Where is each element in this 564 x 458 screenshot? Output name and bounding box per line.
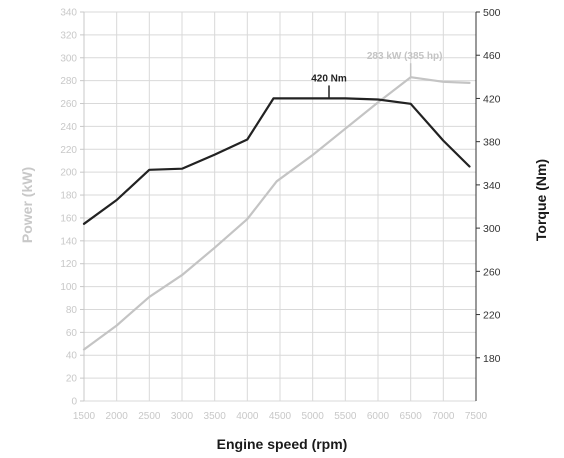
- power-tick-label: 60: [66, 328, 78, 339]
- power-tick-label: 40: [66, 351, 78, 362]
- rpm-tick-label: 5500: [334, 411, 357, 422]
- torque-tick-label: 180: [483, 353, 501, 365]
- rpm-tick-label: 6500: [400, 411, 423, 422]
- torque-tick-label: 420: [483, 93, 501, 105]
- power-tick-label: 280: [60, 76, 77, 87]
- torque-tick-label: 340: [483, 180, 501, 192]
- power-tick-label: 20: [66, 374, 78, 385]
- rpm-tick-label: 4000: [236, 411, 259, 422]
- power-tick-label: 0: [71, 397, 77, 408]
- power-tick-label: 320: [60, 30, 77, 41]
- power-tick-label: 80: [66, 305, 78, 316]
- rpm-tick-label: 7500: [465, 411, 488, 422]
- torque-tick-label: 500: [483, 7, 501, 19]
- power-series-line: [82, 76, 471, 351]
- power-tick-label: 340: [60, 8, 77, 19]
- power-tick-label: 240: [60, 122, 77, 133]
- power-tick-label: 100: [60, 282, 77, 293]
- peak-power-label: 283 kW (385 hp): [367, 51, 443, 62]
- grid: [83, 11, 477, 402]
- peak-torque-label: 420 Nm: [311, 73, 347, 84]
- power-tick-label: 300: [60, 53, 77, 64]
- torque-tick-label: 460: [483, 50, 501, 62]
- torque-tick-label: 220: [483, 310, 501, 322]
- power-tick-label: 140: [60, 236, 77, 247]
- power-tick-label: 260: [60, 99, 77, 110]
- rpm-tick-label: 3500: [204, 411, 227, 422]
- power-tick-label: 160: [60, 213, 77, 224]
- torque-axis-ticks: 180 220 260 300 340 380 420 460 500: [476, 7, 501, 365]
- right-axis-title: Torque (Nm): [533, 159, 549, 241]
- series-layer: [82, 76, 471, 351]
- rpm-tick-label: 2500: [138, 411, 161, 422]
- power-tick-label: 120: [60, 259, 77, 270]
- power-tick-label: 220: [60, 145, 77, 156]
- x-axis-title: Engine speed (rpm): [217, 436, 348, 452]
- rpm-tick-label: 3000: [171, 411, 194, 422]
- torque-series-line: [82, 97, 471, 225]
- torque-tick-label: 380: [483, 137, 501, 149]
- rpm-tick-label: 1500: [73, 411, 96, 422]
- rpm-tick-label: 5000: [302, 411, 325, 422]
- torque-tick-label: 300: [483, 223, 501, 235]
- rpm-tick-label: 6000: [367, 411, 390, 422]
- rpm-tick-label: 2000: [106, 411, 129, 422]
- power-tick-label: 180: [60, 191, 77, 202]
- annotations: 420 Nm 283 kW (385 hp): [311, 51, 443, 99]
- rpm-tick-label: 4500: [269, 411, 292, 422]
- power-axis-ticks: 0 20 40 60 80 100 120 140 160 180 200 220 240 260 280 3…: [60, 8, 84, 408]
- left-axis-title: Power (kW): [19, 167, 35, 243]
- rpm-tick-label: 7000: [432, 411, 455, 422]
- torque-tick-label: 260: [483, 266, 501, 278]
- rpm-axis-ticks: 1500 2000 2500 3000 3500 4000 4500 5000 5500 6000…: [73, 411, 488, 422]
- power-tick-label: 200: [60, 168, 77, 179]
